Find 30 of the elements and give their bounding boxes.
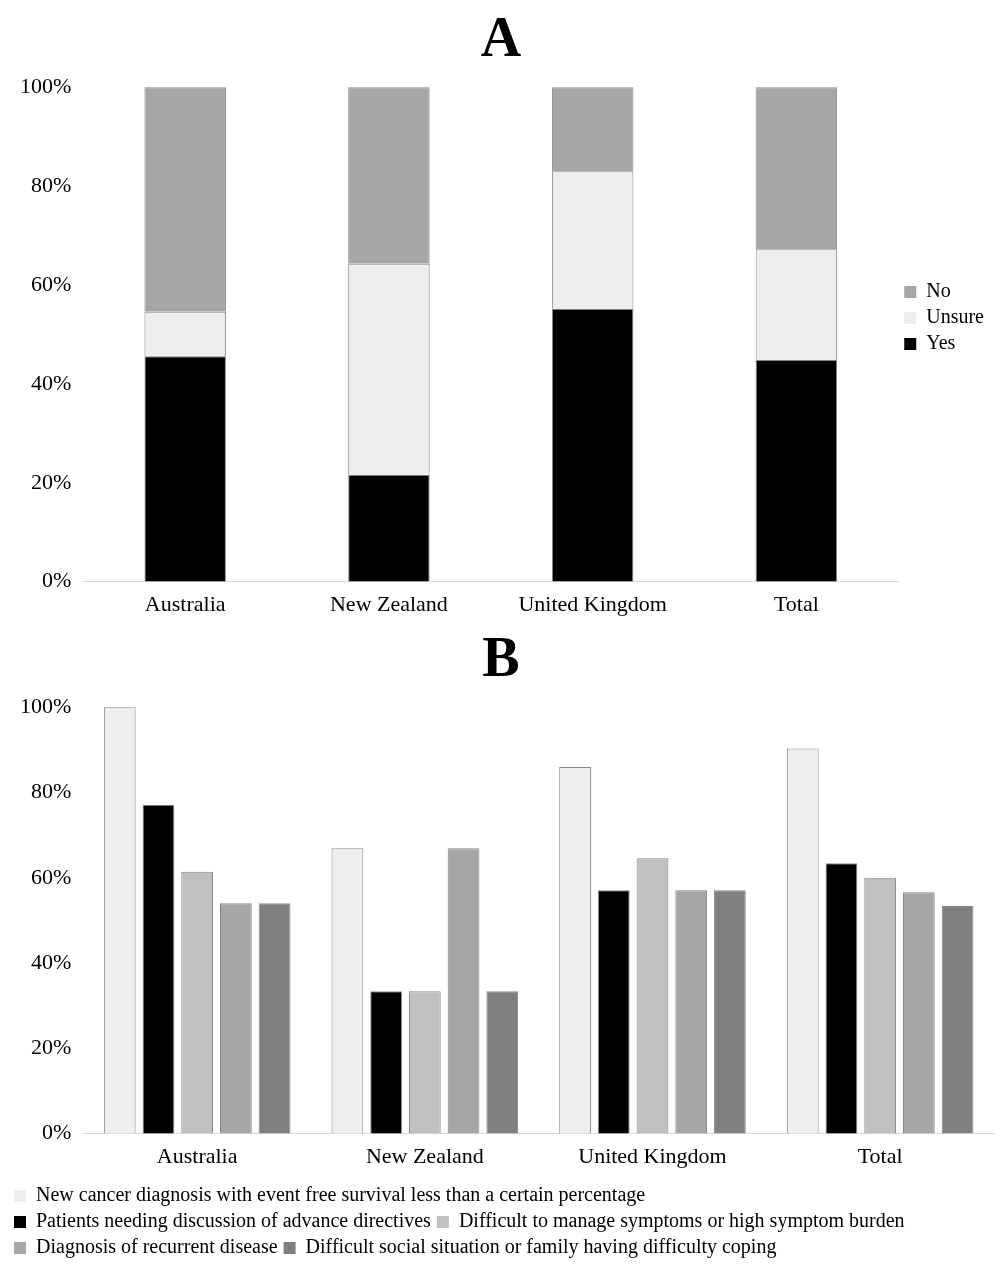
- y-tick-label: 80%: [31, 778, 72, 804]
- y-tick-label: 40%: [31, 369, 72, 395]
- y-tick-label: 0%: [42, 567, 72, 593]
- legend-label: Difficult social situation or family having difficulty coping: [305, 1235, 777, 1259]
- y-tick-label: 60%: [31, 270, 72, 296]
- y-tick-label: 100%: [20, 72, 72, 98]
- chart-title: B: [482, 626, 520, 689]
- legend-label: Unsure: [926, 305, 985, 328]
- legend-label: Diagnosis of recurrent disease: [36, 1235, 278, 1259]
- legend-label: New cancer diagnosis with event free survival less than a certain percentage: [36, 1183, 646, 1207]
- x-tick-label: Australia: [144, 590, 226, 616]
- legend-label: Yes: [926, 331, 956, 354]
- y-tick-label: 20%: [31, 1034, 72, 1060]
- x-tick-label: United Kingdom: [578, 1142, 727, 1168]
- x-tick-label: Total: [773, 590, 819, 616]
- x-tick-label: Total: [857, 1142, 903, 1168]
- x-tick-label: New Zealand: [365, 1142, 484, 1168]
- y-tick-label: 60%: [31, 863, 72, 889]
- x-tick-label: United Kingdom: [518, 590, 667, 616]
- legend-label: No: [926, 279, 951, 302]
- y-tick-label: 100%: [20, 692, 72, 718]
- legend-label: Difficult to manage symptoms or high symptom burden: [458, 1209, 905, 1233]
- x-tick-label: New Zealand: [329, 590, 448, 616]
- y-tick-label: 80%: [31, 171, 72, 197]
- y-tick-label: 20%: [31, 468, 72, 494]
- x-tick-label: Australia: [156, 1142, 238, 1168]
- y-tick-label: 0%: [42, 1119, 72, 1145]
- y-tick-label: 40%: [31, 948, 72, 974]
- legend-label: Patients needing discussion of advance directives: [36, 1209, 432, 1233]
- chart-title: A: [480, 6, 522, 69]
